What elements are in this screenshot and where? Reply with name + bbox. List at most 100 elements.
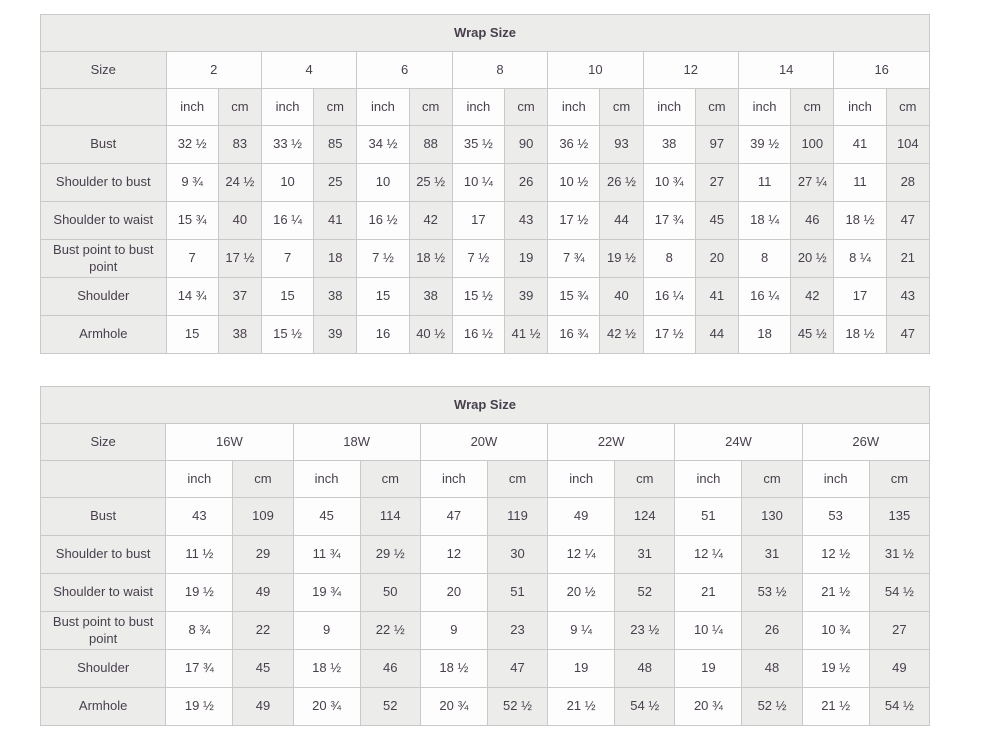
value-cm-cell: 114 <box>359 497 421 536</box>
measurement-row: Shoulder 14 ¾ 37 15 38 15 38 15 ½ 39 15 ¾ 40 16 ¼ 41… <box>40 277 931 316</box>
measurement-row: Bust 32 ½ 83 33 ½ 85 34 ½ 88 35 ½ 90 36 ½ 93 38 97 39… <box>40 125 931 164</box>
unit-header-row: inch cm inch cm inch cm inch cm inch cm inch cm <box>39 460 931 498</box>
value-cm-cell: 39 <box>503 277 549 316</box>
size-header-cell: 4 <box>260 51 358 89</box>
size-header-row: Size 16W 18W 20W 22W 24W 26W <box>39 423 931 461</box>
value-cm-cell: 22 <box>232 611 294 650</box>
value-inch-cell: 18 <box>737 315 792 354</box>
unit-inch-cell: inch <box>165 460 234 498</box>
value-cm-cell: 104 <box>885 125 931 164</box>
value-cm-cell: 31 <box>614 535 676 574</box>
value-inch-cell: 18 ½ <box>833 315 887 354</box>
value-inch-cell: 8 <box>737 239 792 278</box>
value-cm-cell: 24 ½ <box>217 163 262 202</box>
unit-inch-cell: inch <box>547 460 616 498</box>
value-cm-cell: 31 ½ <box>868 535 931 574</box>
size-header-cell: 20W <box>419 423 549 461</box>
value-inch-cell: 39 ½ <box>737 125 792 164</box>
unit-inch-cell: inch <box>547 88 601 126</box>
value-inch-cell: 11 <box>833 163 887 202</box>
value-cm-cell: 46 <box>359 649 421 688</box>
value-cm-cell: 48 <box>614 649 676 688</box>
size-header-cell: 16 <box>833 51 930 89</box>
blank-corner-cell <box>40 88 167 126</box>
size-corner-label: Size <box>39 423 167 461</box>
value-inch-cell: 10 ¾ <box>801 611 870 650</box>
table-title: Wrap Size <box>40 14 930 52</box>
value-cm-cell: 23 <box>486 611 549 650</box>
value-cm-cell: 27 <box>694 163 739 202</box>
table-title-row: Wrap Size <box>40 386 930 424</box>
value-cm-cell: 21 <box>885 239 931 278</box>
measurement-label: Shoulder to bust <box>40 163 167 202</box>
value-cm-cell: 41 ½ <box>503 315 549 354</box>
value-inch-cell: 38 <box>642 125 696 164</box>
value-inch-cell: 15 <box>356 277 410 316</box>
size-header-cell: 2 <box>165 51 262 89</box>
size-header-cell: 26W <box>801 423 931 461</box>
unit-inch-cell: inch <box>356 88 410 126</box>
value-cm-cell: 130 <box>741 497 803 536</box>
value-cm-cell: 22 ½ <box>359 611 421 650</box>
value-inch-cell: 16 ¼ <box>737 277 792 316</box>
unit-cm-cell: cm <box>313 88 358 126</box>
value-inch-cell: 19 ½ <box>801 649 870 688</box>
value-inch-cell: 18 ½ <box>833 201 887 240</box>
value-cm-cell: 42 <box>408 201 453 240</box>
value-inch-cell: 12 ½ <box>801 535 870 574</box>
size-header-cell: 6 <box>356 51 453 89</box>
value-inch-cell: 8 ¾ <box>165 611 234 650</box>
value-inch-cell: 12 ¼ <box>547 535 616 574</box>
value-cm-cell: 20 ½ <box>790 239 835 278</box>
value-inch-cell: 7 ½ <box>451 239 505 278</box>
value-inch-cell: 43 <box>165 497 234 536</box>
unit-cm-cell: cm <box>359 460 421 498</box>
value-inch-cell: 8 ¼ <box>833 239 887 278</box>
value-cm-cell: 17 ½ <box>217 239 262 278</box>
value-cm-cell: 90 <box>503 125 549 164</box>
value-cm-cell: 23 ½ <box>614 611 676 650</box>
measurement-row: Shoulder to bust 11 ½ 29 11 ¾ 29 ½ 12 30 12 ¼ 31… <box>39 535 931 574</box>
value-inch-cell: 14 ¾ <box>165 277 219 316</box>
value-inch-cell: 51 <box>674 497 743 536</box>
unit-cm-cell: cm <box>486 460 549 498</box>
value-cm-cell: 45 <box>694 201 739 240</box>
value-cm-cell: 54 ½ <box>868 573 931 612</box>
unit-inch-cell: inch <box>165 88 219 126</box>
measurement-label: Bust <box>40 125 167 164</box>
value-inch-cell: 19 ½ <box>165 573 234 612</box>
value-cm-cell: 53 ½ <box>741 573 803 612</box>
value-inch-cell: 36 ½ <box>547 125 601 164</box>
value-inch-cell: 17 <box>451 201 505 240</box>
value-cm-cell: 49 <box>232 687 294 726</box>
value-inch-cell: 12 <box>419 535 488 574</box>
value-cm-cell: 30 <box>486 535 549 574</box>
value-inch-cell: 34 ½ <box>356 125 410 164</box>
value-inch-cell: 20 ¾ <box>292 687 361 726</box>
value-cm-cell: 41 <box>313 201 358 240</box>
value-cm-cell: 49 <box>232 573 294 612</box>
value-cm-cell: 54 ½ <box>614 687 676 726</box>
size-header-cell: 12 <box>642 51 739 89</box>
value-inch-cell: 11 ¾ <box>292 535 361 574</box>
value-inch-cell: 15 <box>165 315 219 354</box>
size-header-row: Size 2 4 6 8 10 12 14 16 <box>40 51 930 89</box>
size-header-cell: 24W <box>674 423 803 461</box>
value-cm-cell: 26 ½ <box>599 163 644 202</box>
size-header-cell: 22W <box>547 423 676 461</box>
value-cm-cell: 50 <box>359 573 421 612</box>
value-inch-cell: 9 <box>292 611 361 650</box>
value-cm-cell: 40 <box>217 201 262 240</box>
unit-cm-cell: cm <box>232 460 294 498</box>
value-inch-cell: 15 ½ <box>451 277 505 316</box>
value-inch-cell: 16 <box>356 315 410 354</box>
value-inch-cell: 18 ½ <box>419 649 488 688</box>
value-cm-cell: 85 <box>313 125 358 164</box>
value-cm-cell: 27 <box>868 611 931 650</box>
measurement-label: Bust <box>39 497 167 536</box>
value-cm-cell: 88 <box>408 125 453 164</box>
value-cm-cell: 19 <box>503 239 549 278</box>
value-inch-cell: 32 ½ <box>165 125 219 164</box>
unit-inch-cell: inch <box>642 88 696 126</box>
